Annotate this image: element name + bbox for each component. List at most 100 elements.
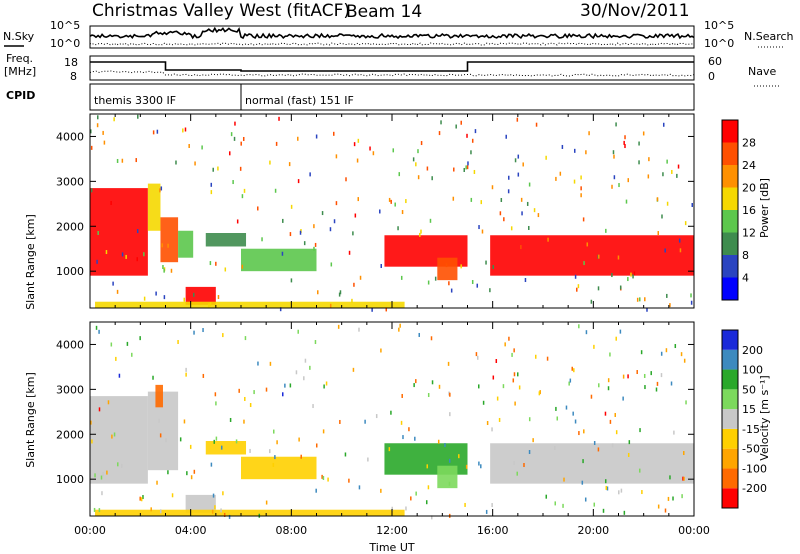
power-speck bbox=[517, 172, 520, 177]
yaxis-label-velocity: Slant Range [km] bbox=[24, 372, 37, 468]
power-speck bbox=[209, 261, 212, 266]
cpid-segment-0: themis 3300 IF bbox=[94, 94, 176, 107]
velocity-speck bbox=[578, 324, 580, 329]
power-speck bbox=[281, 251, 284, 256]
nsky-label: N.Sky bbox=[3, 30, 35, 43]
nsearch-tick-low: 10^0 bbox=[704, 37, 734, 50]
velocity-speck bbox=[607, 386, 610, 391]
velocity-speck bbox=[496, 396, 499, 401]
velocity-speck bbox=[447, 361, 450, 366]
power-speck bbox=[426, 166, 429, 171]
power-speck bbox=[677, 164, 680, 169]
power-speck bbox=[388, 197, 391, 202]
velocity-speck bbox=[115, 356, 117, 361]
power-speck bbox=[330, 262, 333, 267]
power-region-5 bbox=[205, 233, 247, 247]
velocity-speck bbox=[337, 324, 340, 329]
velocity-speck bbox=[212, 493, 215, 498]
power-speck bbox=[630, 272, 632, 277]
power-speck bbox=[379, 209, 381, 214]
power-speck bbox=[514, 158, 517, 163]
velocity-speck bbox=[475, 352, 478, 357]
velocity-speck bbox=[656, 381, 659, 386]
power-speck bbox=[612, 150, 615, 155]
velocity-speck bbox=[673, 430, 675, 435]
xtick-label-2: 08:00 bbox=[275, 524, 307, 537]
velocity-speck bbox=[683, 476, 685, 481]
power-speck bbox=[452, 196, 455, 201]
velocity-region-5 bbox=[241, 456, 317, 480]
power-speck bbox=[405, 199, 407, 204]
power-speck bbox=[282, 218, 284, 223]
ytick-label-3000: 3000 bbox=[56, 175, 84, 188]
power-speck bbox=[455, 124, 457, 129]
power-speck bbox=[499, 211, 502, 216]
velocity-speck bbox=[98, 508, 101, 513]
power-speck bbox=[348, 250, 351, 255]
velocity-region-2 bbox=[155, 384, 163, 408]
xtick-label-5: 20:00 bbox=[577, 524, 609, 537]
velocity-speck bbox=[569, 378, 572, 383]
velocity-speck bbox=[402, 435, 404, 440]
power-speck bbox=[524, 278, 527, 283]
power-speck bbox=[503, 217, 505, 222]
ytick-label-1000: 1000 bbox=[56, 473, 84, 486]
freq-tick-high: 18 bbox=[64, 56, 78, 69]
velocity-speck bbox=[304, 358, 307, 363]
velocity-speck bbox=[159, 433, 162, 438]
power-speck bbox=[419, 232, 421, 237]
velocity-speck bbox=[574, 419, 577, 424]
velocity-speck bbox=[297, 329, 299, 334]
power-speck bbox=[217, 295, 220, 300]
velocity-speck bbox=[535, 354, 537, 359]
velocity-speck bbox=[298, 437, 300, 442]
velocity-speck bbox=[627, 452, 630, 457]
power-speck bbox=[321, 211, 324, 216]
power-speck bbox=[412, 157, 415, 162]
power-speck bbox=[646, 307, 648, 312]
velocity-speck bbox=[102, 472, 104, 477]
velocity-speck bbox=[257, 361, 259, 366]
power-speck bbox=[152, 130, 155, 135]
velocity-speck bbox=[622, 374, 625, 379]
velocity-speck bbox=[249, 448, 251, 453]
colorbar-swatch-1 bbox=[722, 468, 738, 489]
velocity-speck bbox=[101, 491, 103, 496]
ytick-label-2000: 2000 bbox=[56, 220, 84, 233]
power-speck bbox=[445, 263, 448, 268]
xtick-label-6: 00:00 bbox=[678, 524, 710, 537]
colorbar-swatch-7 bbox=[722, 120, 738, 143]
velocity-speck bbox=[655, 387, 658, 392]
power-speck bbox=[489, 288, 491, 293]
colorbar-frame bbox=[721, 329, 739, 509]
velocity-speck bbox=[98, 407, 101, 412]
ytick-label-2000: 2000 bbox=[56, 428, 84, 441]
power-speck bbox=[537, 213, 540, 218]
power-speck bbox=[580, 193, 582, 198]
velocity-speck bbox=[364, 419, 366, 424]
velocity-speck bbox=[539, 390, 541, 395]
power-speck bbox=[159, 188, 161, 193]
power-speck bbox=[136, 229, 139, 234]
velocity-speck bbox=[358, 485, 361, 490]
power-speck bbox=[480, 200, 483, 205]
velocity-speck bbox=[615, 336, 617, 341]
power-speck bbox=[335, 201, 338, 206]
velocity-speck bbox=[438, 384, 441, 389]
power-speck bbox=[535, 122, 538, 127]
velocity-speck bbox=[448, 458, 451, 463]
velocity-speck bbox=[426, 464, 428, 469]
power-speck bbox=[335, 154, 338, 159]
colorbar-swatch-5 bbox=[722, 165, 738, 188]
colorbar-tick--50: -50 bbox=[742, 443, 760, 456]
colorbar-tick-50: 50 bbox=[742, 383, 756, 396]
power-speck bbox=[339, 290, 342, 295]
velocity-speck bbox=[606, 486, 609, 491]
velocity-speck bbox=[289, 383, 292, 388]
power-speck bbox=[163, 295, 166, 300]
velocity-speck bbox=[159, 509, 162, 514]
power-speck bbox=[669, 303, 671, 308]
power-speck bbox=[642, 131, 645, 136]
velocity-speck bbox=[622, 396, 624, 401]
velocity-speck bbox=[91, 439, 93, 444]
